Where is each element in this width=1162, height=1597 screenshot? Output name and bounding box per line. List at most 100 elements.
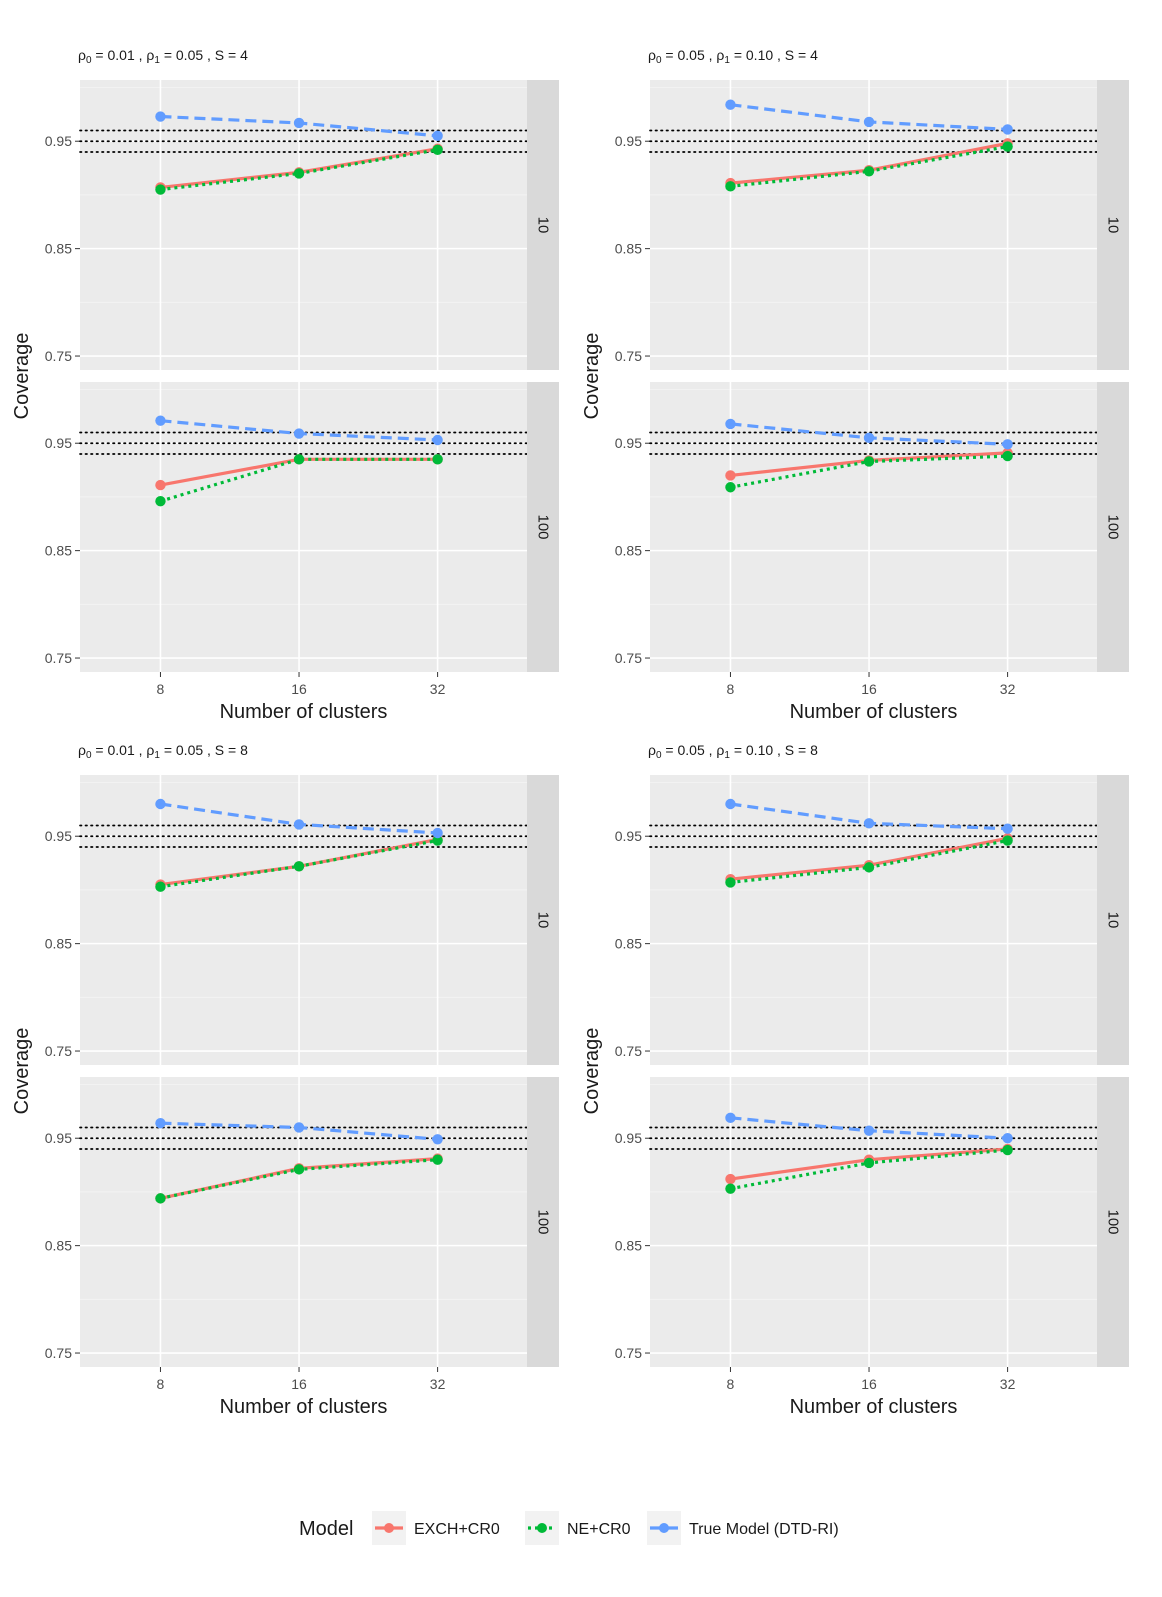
rho0-symbol: ρ xyxy=(78,742,86,758)
data-point-true-model-dtd-ri- xyxy=(725,418,736,430)
y-tick-label: 0.75 xyxy=(615,650,642,666)
legend-item-ne-cr0: NE+CR0 xyxy=(525,1511,631,1545)
data-point-exch-cr0 xyxy=(725,470,736,481)
figure-panel-2: ρ0 = 0.05 , ρ1 = 0.10 , S = 40.750.850.9… xyxy=(581,47,1129,723)
rho0-symbol: ρ xyxy=(78,47,86,63)
figure-panel-3: ρ0 = 0.01 , ρ1 = 0.05 , S = 8 0.75 0.85 0.9… xyxy=(11,742,559,1418)
data-point-ne-cr0 xyxy=(155,881,166,892)
data-point-exch-cr0 xyxy=(155,479,166,491)
facet-strip-label: 10 xyxy=(1105,217,1122,234)
figure-title: ρ0 = 0.05 , ρ1 = 0.10 , S = 4 xyxy=(648,47,818,66)
x-tick-label: 8 xyxy=(727,1376,735,1392)
y-tick-label: 0.75 xyxy=(45,1345,72,1361)
panel-background xyxy=(650,382,1097,672)
facet-10: 0.75 0.85 0.95 10 xyxy=(615,775,1129,1065)
facet-100: 0.75 0.85 0.95 100 8 16 32 Number of clusters xyxy=(615,382,1129,723)
x-tick-label: 16 xyxy=(291,1376,307,1392)
facet-strip xyxy=(527,1077,559,1367)
facet-strip xyxy=(527,775,559,1065)
data-point-ne-cr0 xyxy=(725,1183,736,1194)
figure-title: ρ0 = 0.05 , ρ1 = 0.10 , S = 8 xyxy=(648,742,818,761)
rho0-subscript: 0 xyxy=(656,750,662,761)
y-tick-label: 0.75 xyxy=(45,650,72,666)
panel-background xyxy=(650,80,1097,370)
data-point-ne-cr0 xyxy=(725,877,736,888)
legend-label: EXCH+CR0 xyxy=(414,1521,500,1538)
data-point-ne-cr0 xyxy=(725,482,736,493)
data-point-ne-cr0 xyxy=(155,1193,166,1204)
rho0-subscript: 0 xyxy=(86,55,92,66)
data-point-ne-cr0 xyxy=(432,1154,443,1165)
legend-title: Model xyxy=(299,1518,353,1540)
facet-100: 0.75 0.85 0.95 100 8 16 32 Number of clusters xyxy=(615,1077,1129,1418)
rho1-symbol: ρ xyxy=(146,47,154,63)
facet-strip xyxy=(1097,775,1129,1065)
legend-label: NE+CR0 xyxy=(567,1521,631,1538)
facet-strip-label: 100 xyxy=(535,514,552,539)
panel-background xyxy=(80,1077,527,1367)
rho0-value: = 0.01 , xyxy=(92,47,147,63)
data-point-ne-cr0 xyxy=(863,862,875,873)
data-point-true-model-dtd-ri- xyxy=(863,1125,875,1136)
series-line-ne-cr0 xyxy=(730,838,1008,884)
data-point-true-model-dtd-ri- xyxy=(155,1117,166,1129)
facet-100: 0.75 0.85 0.95 100 8 16 32 Number of clusters xyxy=(45,1077,559,1418)
data-point-true-model-dtd-ri- xyxy=(1002,823,1013,834)
x-tick-label: 8 xyxy=(727,681,735,697)
data-point-true-model-dtd-ri- xyxy=(432,827,443,839)
data-point-ne-cr0 xyxy=(863,456,875,467)
rho1-symbol: ρ xyxy=(716,742,724,758)
rho0-subscript: 0 xyxy=(656,55,662,66)
data-point-ne-cr0 xyxy=(1002,141,1013,152)
panel-background xyxy=(80,382,527,672)
y-tick-label: 0.95 xyxy=(45,828,72,844)
panel-background xyxy=(80,80,527,370)
y-tick-label: 0.85 xyxy=(615,1238,642,1254)
figure-panel-1: ρ0 = 0.01 , ρ1 = 0.05 , S = 40.750.850.9… xyxy=(11,47,559,723)
rho1-s-value: = 0.10 , S = 4 xyxy=(730,47,818,63)
data-point-true-model-dtd-ri- xyxy=(293,428,305,439)
data-point-true-model-dtd-ri- xyxy=(725,99,736,110)
data-point-true-model-dtd-ri- xyxy=(155,415,166,426)
rho0-value: = 0.05 , xyxy=(662,742,717,758)
panel-background xyxy=(650,1077,1097,1367)
data-point-true-model-dtd-ri- xyxy=(863,116,875,128)
data-point-ne-cr0 xyxy=(155,496,166,507)
data-point-ne-cr0 xyxy=(863,166,875,177)
data-point-ne-cr0 xyxy=(293,1164,305,1175)
series-line-ne-cr0 xyxy=(730,145,1008,188)
x-tick-label: 32 xyxy=(1000,681,1016,697)
x-tick-label: 32 xyxy=(430,681,446,697)
rho0-value: = 0.01 , xyxy=(92,742,147,758)
x-axis-title: Number of clusters xyxy=(790,701,958,723)
data-point-true-model-dtd-ri- xyxy=(432,130,443,142)
data-point-ne-cr0 xyxy=(863,1157,875,1169)
y-tick-label: 0.85 xyxy=(45,936,72,952)
y-axis-title: Coverage xyxy=(581,333,603,420)
y-tick-label: 0.85 xyxy=(615,936,642,952)
facet-100: 0.75 0.85 0.95 100 8 16 32 Number of clusters xyxy=(45,382,559,723)
y-tick-label: 0.95 xyxy=(615,435,642,451)
data-point-exch-cr0 xyxy=(725,1173,736,1185)
x-tick-label: 8 xyxy=(157,1376,165,1392)
data-point-ne-cr0 xyxy=(432,144,443,156)
facet-strip xyxy=(527,80,559,370)
rho0-symbol: ρ xyxy=(648,47,656,63)
data-point-true-model-dtd-ri- xyxy=(155,111,166,122)
facet-strip-label: 10 xyxy=(535,912,552,929)
rho0-symbol: ρ xyxy=(648,742,656,758)
y-tick-label: 0.75 xyxy=(45,348,72,364)
facet-10: 0.75 0.85 0.95 10 xyxy=(615,80,1129,370)
y-tick-label: 0.95 xyxy=(45,1130,72,1146)
y-tick-label: 0.85 xyxy=(45,543,72,559)
rho1-symbol: ρ xyxy=(716,47,724,63)
panel-background xyxy=(650,775,1097,1065)
y-tick-label: 0.85 xyxy=(615,543,642,559)
figure-title: ρ0 = 0.01 , ρ1 = 0.05 , S = 8 xyxy=(78,742,248,761)
y-axis-title: Coverage xyxy=(11,333,33,420)
data-point-true-model-dtd-ri- xyxy=(725,798,736,810)
x-tick-label: 32 xyxy=(1000,1376,1016,1392)
data-point-true-model-dtd-ri- xyxy=(1002,1133,1013,1144)
rho0-value: = 0.05 , xyxy=(662,47,717,63)
rho1-symbol: ρ xyxy=(146,742,154,758)
